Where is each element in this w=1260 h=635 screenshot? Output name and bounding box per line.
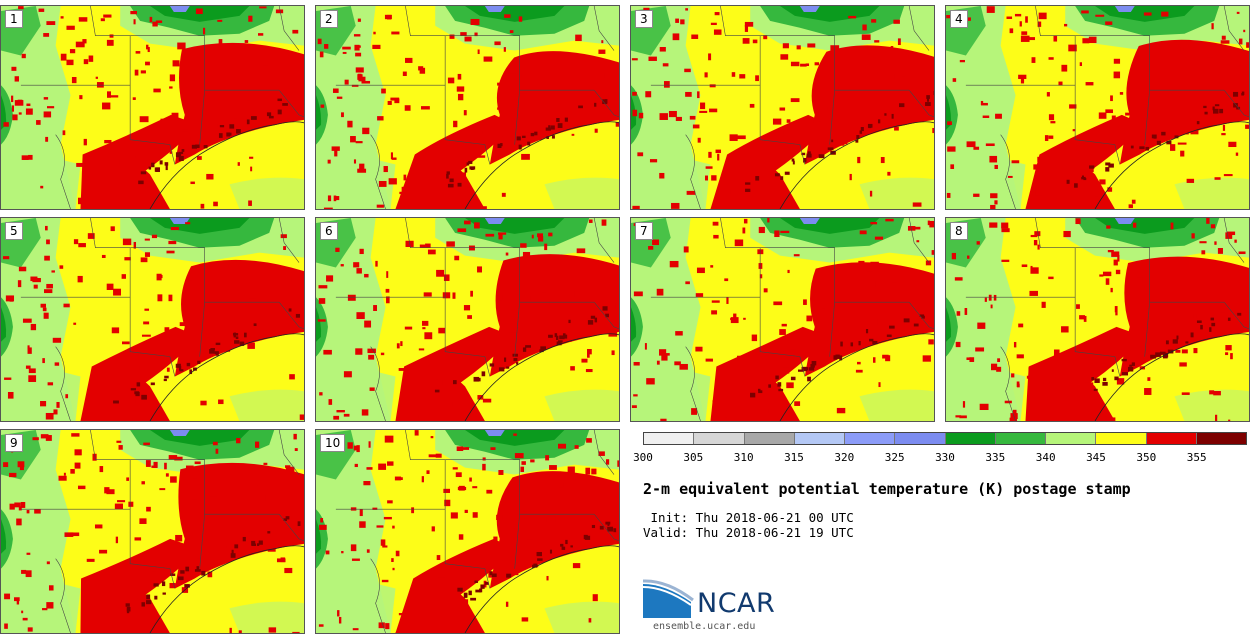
map-panel-1[interactable]: 1 — [0, 5, 305, 210]
colorbar-tick-label: 350 — [1136, 451, 1157, 464]
init-time: Init: Thu 2018-06-21 00 UTC — [643, 510, 854, 525]
map-panel-10[interactable]: 10 — [315, 429, 620, 634]
ensemble-member-map — [946, 6, 1249, 209]
member-number-label: 2 — [320, 10, 338, 28]
map-panel-7[interactable]: 7 — [630, 217, 935, 422]
colorbar-segment — [1146, 433, 1197, 444]
map-panel-5[interactable]: 5 — [0, 217, 305, 422]
figure-title: 2-m equivalent potential temperature (K)… — [643, 480, 1131, 498]
ncar-wave-icon — [643, 579, 694, 618]
colorbar-tick-label: 335 — [985, 451, 1006, 464]
ensemble-member-map — [631, 218, 934, 421]
colorbar — [643, 432, 1247, 445]
colorbar-segment — [1096, 433, 1147, 444]
colorbar-tick-label: 305 — [683, 451, 704, 464]
map-panel-6[interactable]: 6 — [315, 217, 620, 422]
member-number-label: 5 — [5, 222, 23, 240]
colorbar-tick-label: 330 — [935, 451, 955, 464]
map-panel-4[interactable]: 4 — [945, 5, 1250, 210]
colorbar-segment — [845, 433, 896, 444]
colorbar-segment — [694, 433, 745, 444]
ncar-logo-text: NCAR — [697, 588, 776, 619]
colorbar-tick-label: 345 — [1086, 451, 1106, 464]
ncar-logo[interactable]: NCAR ensemble.ucar.edu — [643, 578, 803, 632]
colorbar-segment — [1196, 433, 1246, 444]
colorbar-segment — [895, 433, 946, 444]
member-number-label: 9 — [5, 434, 23, 452]
colorbar-tick-label: 300 — [633, 451, 653, 464]
map-panel-9[interactable]: 9 — [0, 429, 305, 634]
ensemble-member-map — [316, 218, 619, 421]
member-number-label: 10 — [320, 434, 346, 452]
ncar-url[interactable]: ensemble.ucar.edu — [653, 621, 756, 632]
map-panel-3[interactable]: 3 — [630, 5, 935, 210]
ensemble-member-map — [1, 430, 304, 633]
ensemble-member-map — [1, 218, 304, 421]
member-number-label: 7 — [635, 222, 653, 240]
colorbar-tick-label: 355 — [1186, 451, 1207, 464]
member-number-label: 6 — [320, 222, 338, 240]
colorbar-tick-label: 340 — [1035, 451, 1056, 464]
colorbar-segment — [644, 433, 695, 444]
colorbar-segment — [995, 433, 1046, 444]
colorbar-tick-label: 325 — [884, 451, 905, 464]
colorbar-tick-label: 315 — [784, 451, 804, 464]
colorbar-tick-label: 310 — [733, 451, 754, 464]
map-panel-2[interactable]: 2 — [315, 5, 620, 210]
ensemble-member-map — [316, 6, 619, 209]
colorbar-segment — [794, 433, 845, 444]
colorbar-segment — [744, 433, 795, 444]
member-number-label: 3 — [635, 10, 653, 28]
valid-time: Valid: Thu 2018-06-21 19 UTC — [643, 525, 854, 540]
map-panel-8[interactable]: 8 — [945, 217, 1250, 422]
member-number-label: 1 — [5, 10, 23, 28]
colorbar-segment — [945, 433, 996, 444]
member-number-label: 4 — [950, 10, 968, 28]
run-info: Init: Thu 2018-06-21 00 UTC Valid: Thu 2… — [643, 510, 854, 540]
member-number-label: 8 — [950, 222, 968, 240]
ensemble-member-map — [1, 6, 304, 209]
ensemble-member-map — [316, 430, 619, 633]
ensemble-member-map — [631, 6, 934, 209]
ensemble-member-map — [946, 218, 1249, 421]
colorbar-tick-label: 320 — [834, 451, 855, 464]
colorbar-segment — [1046, 433, 1097, 444]
